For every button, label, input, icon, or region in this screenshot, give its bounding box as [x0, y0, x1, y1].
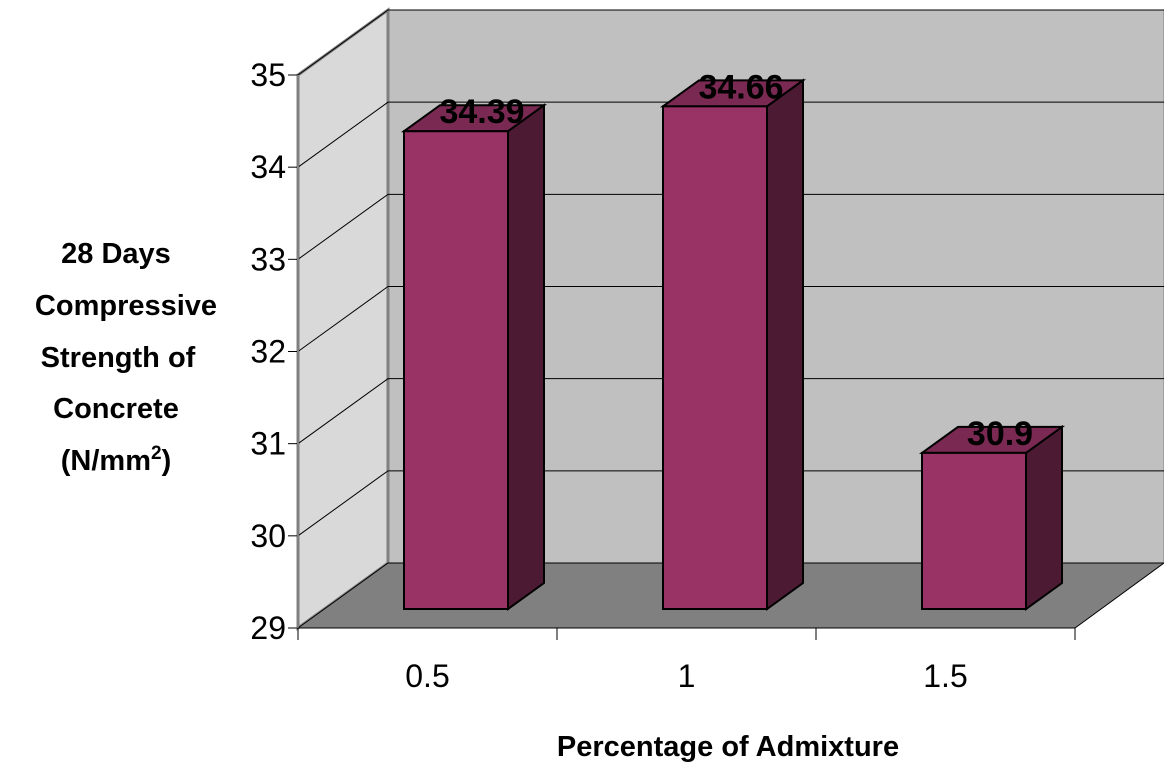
y-tick-label: 34	[250, 149, 286, 185]
chart-tick-labels: 29 30 31 32 33 34 35 0.5 1 1.5	[250, 57, 967, 694]
unit-prefix: (N/mm	[61, 445, 151, 477]
unit-superscript: 2	[151, 443, 162, 464]
bar-side	[766, 78, 804, 611]
x-tick-label: 1.5	[923, 658, 967, 694]
x-tick-label: 0.5	[405, 658, 449, 694]
bar-side	[507, 103, 545, 611]
gridline	[297, 378, 1164, 445]
y-axis-title-line: Concrete	[53, 393, 179, 425]
bar	[921, 451, 1027, 610]
unit-suffix: )	[162, 445, 172, 477]
data-label: 30.9	[967, 415, 1033, 453]
bar	[662, 105, 768, 610]
data-label: 34.39	[439, 93, 524, 131]
gridline	[297, 101, 1164, 168]
y-axis-title-unit: (N/mm2)	[61, 443, 171, 477]
y-tick-label: 29	[250, 610, 286, 646]
y-axis-title-line: Strength of	[41, 342, 196, 374]
y-tick-label: 30	[250, 518, 286, 554]
chart-gridlines	[297, 9, 1164, 537]
y-axis-title: 28 Days Compressive Strength of Concrete…	[35, 238, 217, 477]
gridline	[297, 9, 1164, 76]
gridline	[297, 470, 1164, 537]
chart-axes	[288, 74, 1076, 640]
y-axis-title-line: 28 Days	[61, 238, 171, 270]
y-tick-label: 31	[250, 426, 286, 462]
bar-side	[1025, 424, 1063, 611]
gridline	[297, 193, 1164, 260]
chart-data-labels: 34.39 34.66 30.9	[439, 68, 1033, 453]
chart-bars	[400, 78, 1066, 611]
x-tick-label: 1	[678, 658, 696, 694]
y-tick-label: 32	[250, 334, 286, 370]
y-tick-label: 33	[250, 241, 286, 277]
gridline	[297, 286, 1164, 352]
x-axis-title: Percentage of Admixture	[557, 731, 899, 763]
bar	[403, 130, 509, 610]
y-tick-label: 35	[250, 57, 286, 93]
data-label: 34.66	[698, 68, 783, 106]
y-axis-title-line: Compressive	[35, 290, 217, 322]
